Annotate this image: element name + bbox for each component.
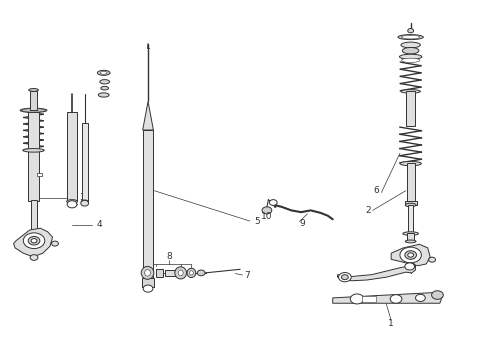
Circle shape — [24, 233, 45, 249]
Circle shape — [81, 201, 89, 206]
Circle shape — [429, 257, 436, 262]
Ellipse shape — [398, 35, 423, 40]
Ellipse shape — [405, 203, 416, 207]
Bar — [30, 91, 37, 111]
Circle shape — [67, 201, 77, 208]
Ellipse shape — [178, 270, 183, 276]
Ellipse shape — [405, 240, 416, 243]
Ellipse shape — [145, 270, 150, 276]
Circle shape — [28, 237, 40, 245]
Ellipse shape — [29, 89, 38, 91]
Ellipse shape — [100, 80, 110, 84]
Bar — [31, 200, 37, 230]
Ellipse shape — [175, 267, 187, 279]
Circle shape — [406, 263, 416, 270]
Ellipse shape — [401, 58, 420, 63]
Ellipse shape — [98, 93, 109, 97]
Ellipse shape — [187, 268, 196, 278]
Ellipse shape — [98, 70, 110, 75]
Circle shape — [30, 255, 38, 260]
Polygon shape — [391, 244, 430, 266]
Circle shape — [408, 28, 414, 33]
Circle shape — [405, 251, 416, 259]
Bar — [142, 278, 154, 287]
Text: 4: 4 — [97, 220, 102, 229]
Ellipse shape — [402, 48, 419, 54]
Bar — [67, 112, 77, 202]
Bar — [143, 130, 153, 280]
Ellipse shape — [400, 161, 421, 166]
Text: 10: 10 — [261, 212, 272, 221]
Bar — [362, 296, 375, 302]
Ellipse shape — [23, 149, 44, 152]
Polygon shape — [14, 228, 52, 257]
Ellipse shape — [20, 108, 47, 112]
Text: 6: 6 — [374, 186, 379, 195]
Bar — [408, 205, 413, 234]
Bar — [156, 269, 163, 277]
Text: 5: 5 — [254, 217, 260, 226]
Circle shape — [51, 241, 58, 246]
Ellipse shape — [401, 42, 420, 48]
Text: 1: 1 — [388, 319, 394, 328]
Ellipse shape — [401, 35, 420, 39]
Text: 7: 7 — [245, 271, 250, 280]
Ellipse shape — [67, 200, 77, 203]
Circle shape — [405, 263, 415, 270]
Bar — [405, 201, 416, 205]
Bar — [407, 233, 414, 241]
Ellipse shape — [101, 86, 109, 90]
Polygon shape — [338, 265, 416, 281]
Polygon shape — [143, 102, 153, 130]
Circle shape — [262, 207, 272, 214]
Circle shape — [350, 294, 364, 304]
Text: 3: 3 — [79, 193, 85, 202]
Ellipse shape — [399, 54, 422, 59]
Circle shape — [390, 295, 402, 303]
Ellipse shape — [141, 266, 154, 279]
Circle shape — [270, 200, 277, 205]
Circle shape — [197, 270, 205, 276]
Circle shape — [432, 291, 443, 299]
Bar — [406, 91, 415, 126]
Ellipse shape — [403, 232, 418, 235]
Polygon shape — [333, 293, 442, 303]
Ellipse shape — [81, 200, 88, 203]
Circle shape — [400, 247, 421, 263]
Ellipse shape — [190, 271, 194, 275]
Bar — [28, 112, 39, 202]
Ellipse shape — [401, 90, 420, 93]
Circle shape — [339, 273, 351, 282]
Circle shape — [416, 294, 425, 301]
Circle shape — [408, 253, 414, 257]
Bar — [407, 163, 415, 202]
Text: 8: 8 — [167, 252, 172, 261]
Ellipse shape — [100, 71, 107, 74]
Bar — [82, 123, 88, 202]
Circle shape — [342, 275, 348, 280]
Text: 9: 9 — [299, 220, 305, 229]
Bar — [165, 270, 176, 276]
Circle shape — [143, 285, 153, 292]
Bar — [37, 173, 42, 176]
Ellipse shape — [22, 109, 45, 112]
Circle shape — [31, 239, 37, 243]
Text: 2: 2 — [365, 206, 370, 215]
